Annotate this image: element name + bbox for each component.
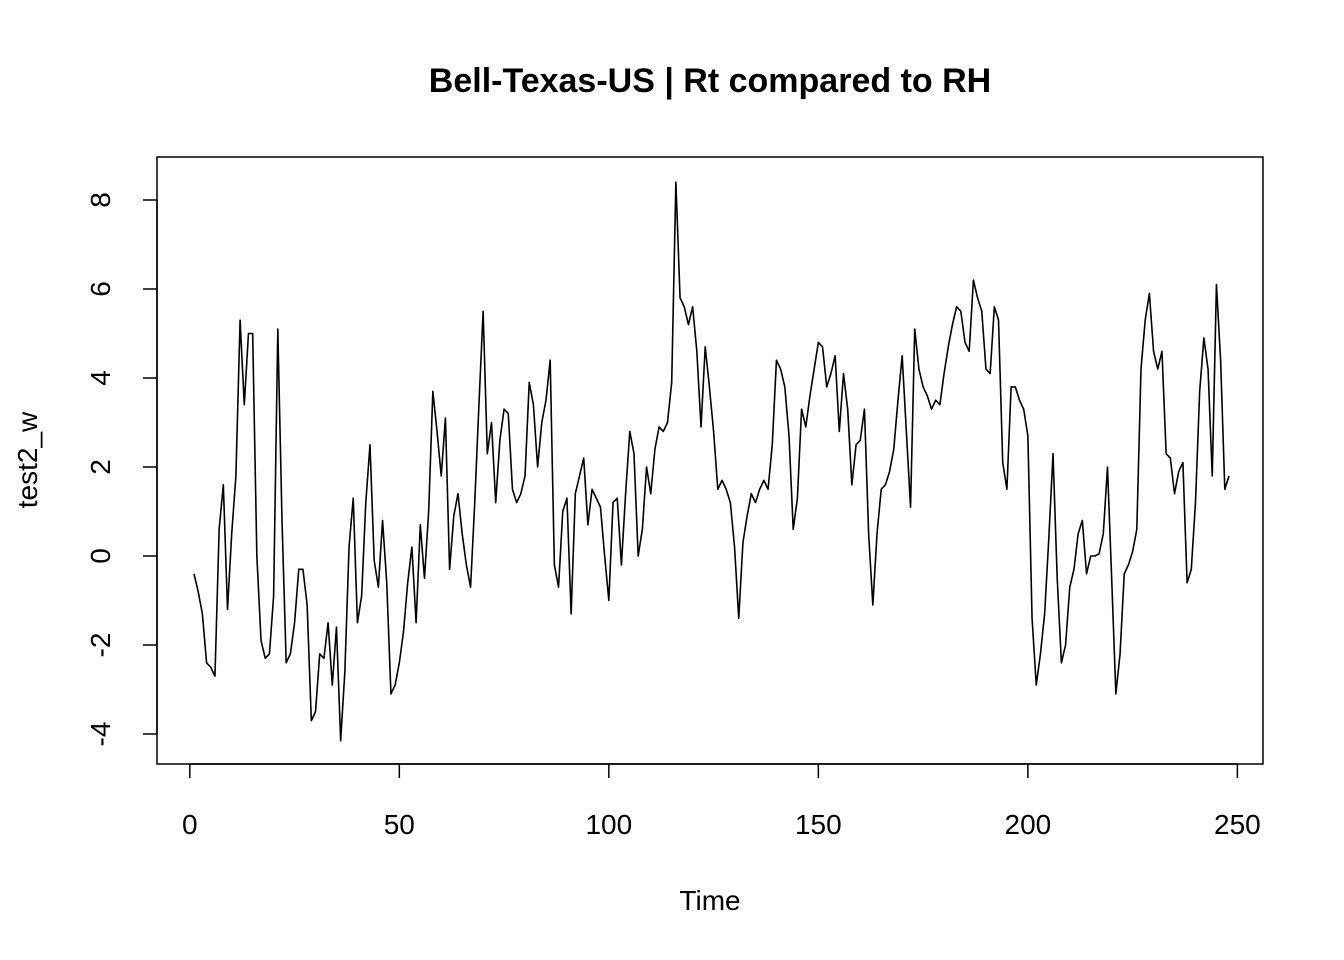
- y-tick-label: -2: [85, 633, 116, 658]
- x-tick-label: 200: [1005, 809, 1052, 840]
- y-tick-label: 2: [85, 459, 116, 475]
- y-tick-label: -4: [85, 722, 116, 747]
- x-tick-label: 50: [384, 809, 415, 840]
- chart-title: Bell-Texas-US | Rt compared to RH: [429, 62, 991, 100]
- x-axis-label: Time: [679, 885, 740, 916]
- x-tick-label: 250: [1214, 809, 1261, 840]
- x-tick-label: 100: [585, 809, 632, 840]
- series-line: [193, 181, 1230, 742]
- y-tick-label: 0: [85, 548, 116, 564]
- y-tick-label: 6: [85, 281, 116, 297]
- series-layer: [193, 181, 1230, 742]
- y-axis: -4 -2 0 2 4 6 8: [85, 192, 158, 747]
- y-tick-label: 4: [85, 370, 116, 386]
- x-tick-label: 150: [795, 809, 842, 840]
- y-axis-label: test2_w: [12, 411, 43, 508]
- x-axis: 0 50 100 150 200 250: [182, 763, 1261, 840]
- x-tick-label: 0: [182, 809, 198, 840]
- y-tick-label: 8: [85, 192, 116, 208]
- plot-frame: [156, 156, 1264, 765]
